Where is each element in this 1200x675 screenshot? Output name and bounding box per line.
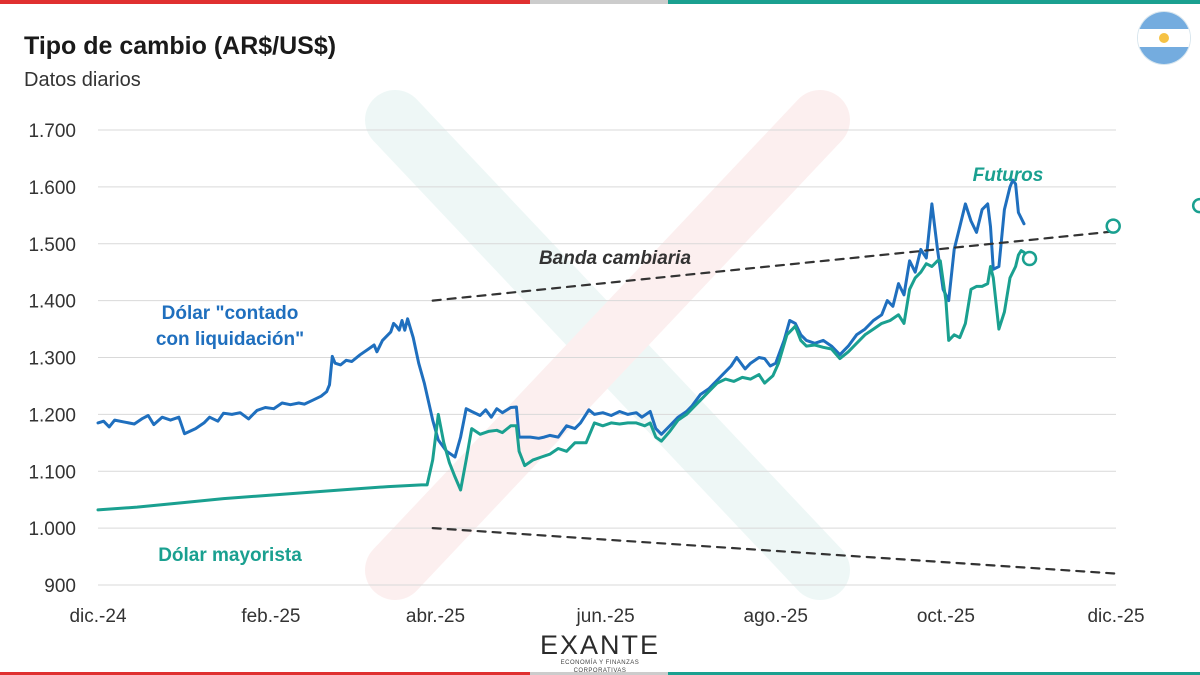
x-tick-label: abr.-25 xyxy=(406,606,465,627)
y-tick-label: 1.600 xyxy=(28,178,76,199)
futures-point xyxy=(1191,197,1200,214)
y-tick-label: 1.500 xyxy=(28,235,76,256)
logo-tagline: ECONOMÍA Y FINANZAS CORPORATIVAS xyxy=(560,660,640,674)
bottom-bar-teal-segment xyxy=(668,672,1200,675)
y-tick-label: 1.000 xyxy=(28,519,76,540)
mayorista-series-line xyxy=(96,249,1026,512)
series-lines xyxy=(96,178,1118,575)
ccl-annotation-label: con liquidación" xyxy=(156,329,304,350)
banda-upper-line xyxy=(431,230,1118,302)
top-bar-red-segment xyxy=(0,0,530,4)
argentina-flag-icon xyxy=(1138,12,1190,64)
mayorista-annotation-label: Dólar mayorista xyxy=(158,545,302,566)
x-tick-label: dic.-25 xyxy=(1087,606,1144,627)
x-tick-label: dic.-24 xyxy=(69,606,126,627)
banda-lower-line xyxy=(431,527,1118,575)
logo-brand: EXANTE xyxy=(539,630,661,660)
exante-logo: EXANTE ECONOMÍA Y FINANZAS CORPORATIVAS xyxy=(538,631,662,675)
x-tick-label: oct.-25 xyxy=(917,606,975,627)
banda-annotation-label: Banda cambiaria xyxy=(539,248,691,269)
y-tick-label: 900 xyxy=(44,576,76,597)
grid-lines xyxy=(98,129,1116,586)
y-tick-label: 1.400 xyxy=(28,292,76,313)
top-color-bar xyxy=(0,0,1200,4)
watermark-x-logo xyxy=(365,90,850,600)
bottom-bar-red-segment xyxy=(0,672,530,675)
x-tick-label: jun.-25 xyxy=(576,606,635,627)
futures-point xyxy=(1105,218,1121,234)
futures-point xyxy=(1021,250,1038,267)
y-tick-label: 1.100 xyxy=(28,462,76,483)
x-tick-label: feb.-25 xyxy=(241,606,300,627)
top-bar-gray-segment xyxy=(530,0,668,4)
chart-title: Tipo de cambio (AR$/US$) xyxy=(24,32,337,60)
top-bar-teal-segment xyxy=(668,0,1200,4)
ccl-series-line xyxy=(96,178,1026,459)
x-tick-label: ago.-25 xyxy=(744,606,808,627)
bottom-bar-gray-segment xyxy=(530,672,668,675)
x-axis: dic.-24 feb.-25 abr.-25 jun.-25 ago.-25 oct.-… xyxy=(69,606,1144,627)
y-tick-label: 1.200 xyxy=(28,405,76,426)
futuros-annotation-label: Futuros xyxy=(973,165,1044,186)
y-tick-label: 1.300 xyxy=(28,349,76,370)
chart-subtitle: Datos diarios xyxy=(24,69,141,91)
futures-markers xyxy=(1021,197,1200,267)
bottom-color-bar xyxy=(0,672,1200,675)
ccl-annotation-label: Dólar "contado xyxy=(162,303,299,324)
y-axis: 900 1.000 1.100 1.200 1.300 1.400 1.500 1.600 1.… xyxy=(28,121,76,597)
y-tick-label: 1.700 xyxy=(28,121,76,142)
series-annotations: Dólar "contado con liquidación" Dólar mayo… xyxy=(156,165,1044,566)
